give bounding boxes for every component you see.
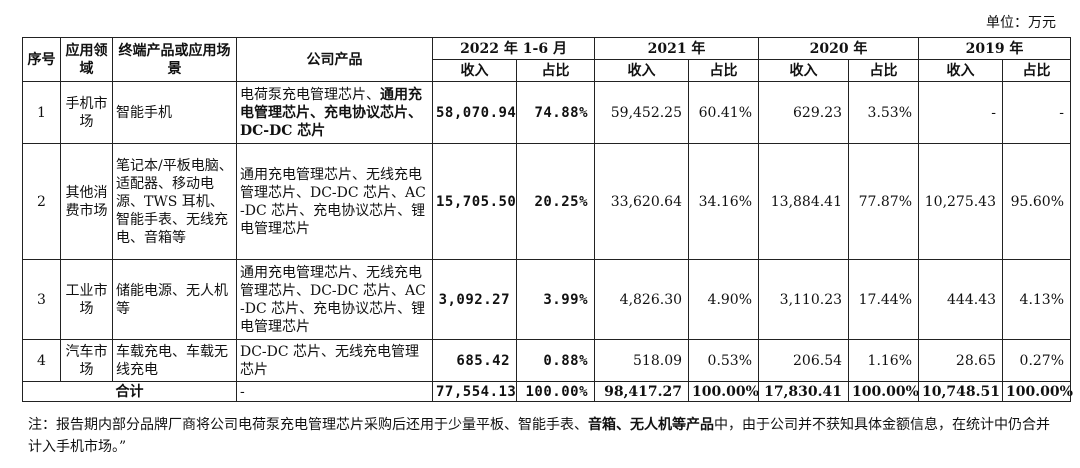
header-income: 收入 [758,59,850,82]
cell-ratio-2020: 17.44% [848,259,920,340]
total-ratio-2019: 100.00% [1002,381,1073,402]
cell-ratio-2021: 0.53% [688,339,760,382]
footnote: 注：报告期内部分品牌厂商将公司电荷泵充电管理芯片采购后还用于少量平板、智能手表、… [28,414,1058,458]
total-ratio-2022h1: 100.00% [515,381,596,402]
cell-income-2020: 629.23 [758,81,850,144]
row-field: 其他消费市场 [60,143,113,260]
row-scenario: 车载充电、车载无线充电 [112,339,237,382]
cell-ratio-2022h1: 20.25% [515,143,596,260]
footnote-text-end: 中，由于公司并不获知具体金额信息，在统计中仍合并计入手机市场。” [28,417,1050,455]
total-row: 合计 - 77,554.13 100.00% 98,417.27 100.00%… [22,381,1073,402]
cell-income-2020: 3,110.23 [758,259,850,340]
total-product: - [236,381,433,402]
cell-income-2022h1: 15,705.50 [432,143,517,260]
total-income-2021: 98,417.27 [594,381,690,402]
row-field: 工业市场 [60,259,113,340]
cell-ratio-2022h1: 3.99% [515,259,596,340]
row-scenario: 智能手机 [112,81,237,144]
header-period-2021: 2021 年 [594,37,760,60]
cell-income-2020: 206.54 [758,339,850,382]
header-ratio: 占比 [1002,59,1072,82]
row-seq: 1 [22,81,61,144]
cell-ratio-2022h1: 0.88% [515,339,596,382]
header-income: 收入 [918,59,1004,82]
row-product: DC-DC 芯片、无线充电管理芯片 [236,339,433,382]
cell-income-2021: 59,452.25 [594,81,690,144]
cell-ratio-2021: 60.41% [688,81,760,144]
cell-ratio-2020: 77.87% [848,143,920,260]
cell-ratio-2021: 4.90% [688,259,760,340]
total-income-2020: 17,830.41 [758,381,850,402]
header-product: 公司产品 [236,37,433,82]
cell-income-2019: - [918,81,1004,144]
header-seq: 序号 [22,37,61,82]
row-product: 通用充电管理芯片、无线充电管理芯片、DC-DC 芯片、AC-DC 芯片、充电协议… [236,143,433,260]
cell-income-2019: 10,275.43 [918,143,1004,260]
table-row: 3 工业市场 储能电源、无人机等 通用充电管理芯片、无线充电管理芯片、DC-DC… [22,259,1072,340]
total-label: 合计 [22,381,237,402]
cell-ratio-2020: 1.16% [848,339,920,382]
cell-income-2022h1: 3,092.27 [432,259,517,340]
header-income: 收入 [432,59,517,82]
cell-income-2019: 444.43 [918,259,1004,340]
cell-income-2019: 28.65 [918,339,1004,382]
row-seq: 2 [22,143,61,260]
row-seq: 4 [22,339,61,382]
header-income: 收入 [594,59,690,82]
header-ratio: 占比 [515,59,596,82]
row-product: 电荷泵充电管理芯片、通用充电管理芯片、充电协议芯片、DC-DC 芯片 [236,81,433,144]
cell-income-2021: 33,620.64 [594,143,690,260]
row-scenario: 储能电源、无人机等 [112,259,237,340]
header-ratio: 占比 [848,59,920,82]
product-text-bold: 通用充电管理芯片、充电协议芯片、DC-DC 芯片 [240,86,422,139]
row-scenario: 笔记本/平板电脑、适配器、移动电源、TWS 耳机、智能手表、无线充电、音箱等 [112,143,237,260]
row-field: 手机市场 [60,81,113,144]
cell-income-2022h1: 58,070.94 [432,81,517,144]
header-field: 应用领域 [60,37,113,82]
table-row: 4 汽车市场 车载充电、车载无线充电 DC-DC 芯片、无线充电管理芯片 685… [22,339,1072,382]
cell-income-2022h1: 685.42 [432,339,517,382]
cell-ratio-2022h1: 74.88% [515,81,596,144]
cell-income-2021: 518.09 [594,339,690,382]
row-seq: 3 [22,259,61,340]
total-income-2019: 10,748.51 [918,381,1004,402]
cell-ratio-2019: 4.13% [1002,259,1072,340]
table-row: 1 手机市场 智能手机 电荷泵充电管理芯片、通用充电管理芯片、充电协议芯片、DC… [22,81,1072,144]
product-text: 电荷泵充电管理芯片、 [240,86,380,103]
cell-income-2020: 13,884.41 [758,143,850,260]
header-period-2022h1: 2022 年 1-6 月 [431,37,596,60]
cell-ratio-2021: 34.16% [688,143,760,260]
row-product: 通用充电管理芯片、无线充电管理芯片、DC-DC 芯片、AC-DC 芯片、充电协议… [236,259,433,340]
footnote-bold-text: 音箱、无人机等产品 [588,417,714,433]
cell-income-2021: 4,826.30 [594,259,690,340]
total-income-2022h1: 77,554.13 [432,381,517,402]
revenue-table: 序号 应用领域 终端产品或应用场景 公司产品 2022 年 1-6 月 2021… [22,37,1073,402]
footnote-text: 注：报告期内部分品牌厂商将公司电荷泵充电管理芯片采购后还用于少量平板、智能手表、 [28,417,588,433]
cell-ratio-2020: 3.53% [848,81,920,144]
unit-label: 单位：万元 [986,15,1056,31]
table-row: 2 其他消费市场 笔记本/平板电脑、适配器、移动电源、TWS 耳机、智能手表、无… [22,143,1072,260]
header-period-2020: 2020 年 [758,37,920,60]
cell-ratio-2019: - [1002,81,1072,144]
header-ratio: 占比 [688,59,760,82]
total-ratio-2020: 100.00% [848,381,920,402]
cell-ratio-2019: 0.27% [1002,339,1072,382]
cell-ratio-2019: 95.60% [1002,143,1072,260]
header-period-2019: 2019 年 [918,37,1072,60]
total-ratio-2021: 100.00% [688,381,760,402]
header-scenario: 终端产品或应用场景 [112,37,237,82]
row-field: 汽车市场 [60,339,113,382]
